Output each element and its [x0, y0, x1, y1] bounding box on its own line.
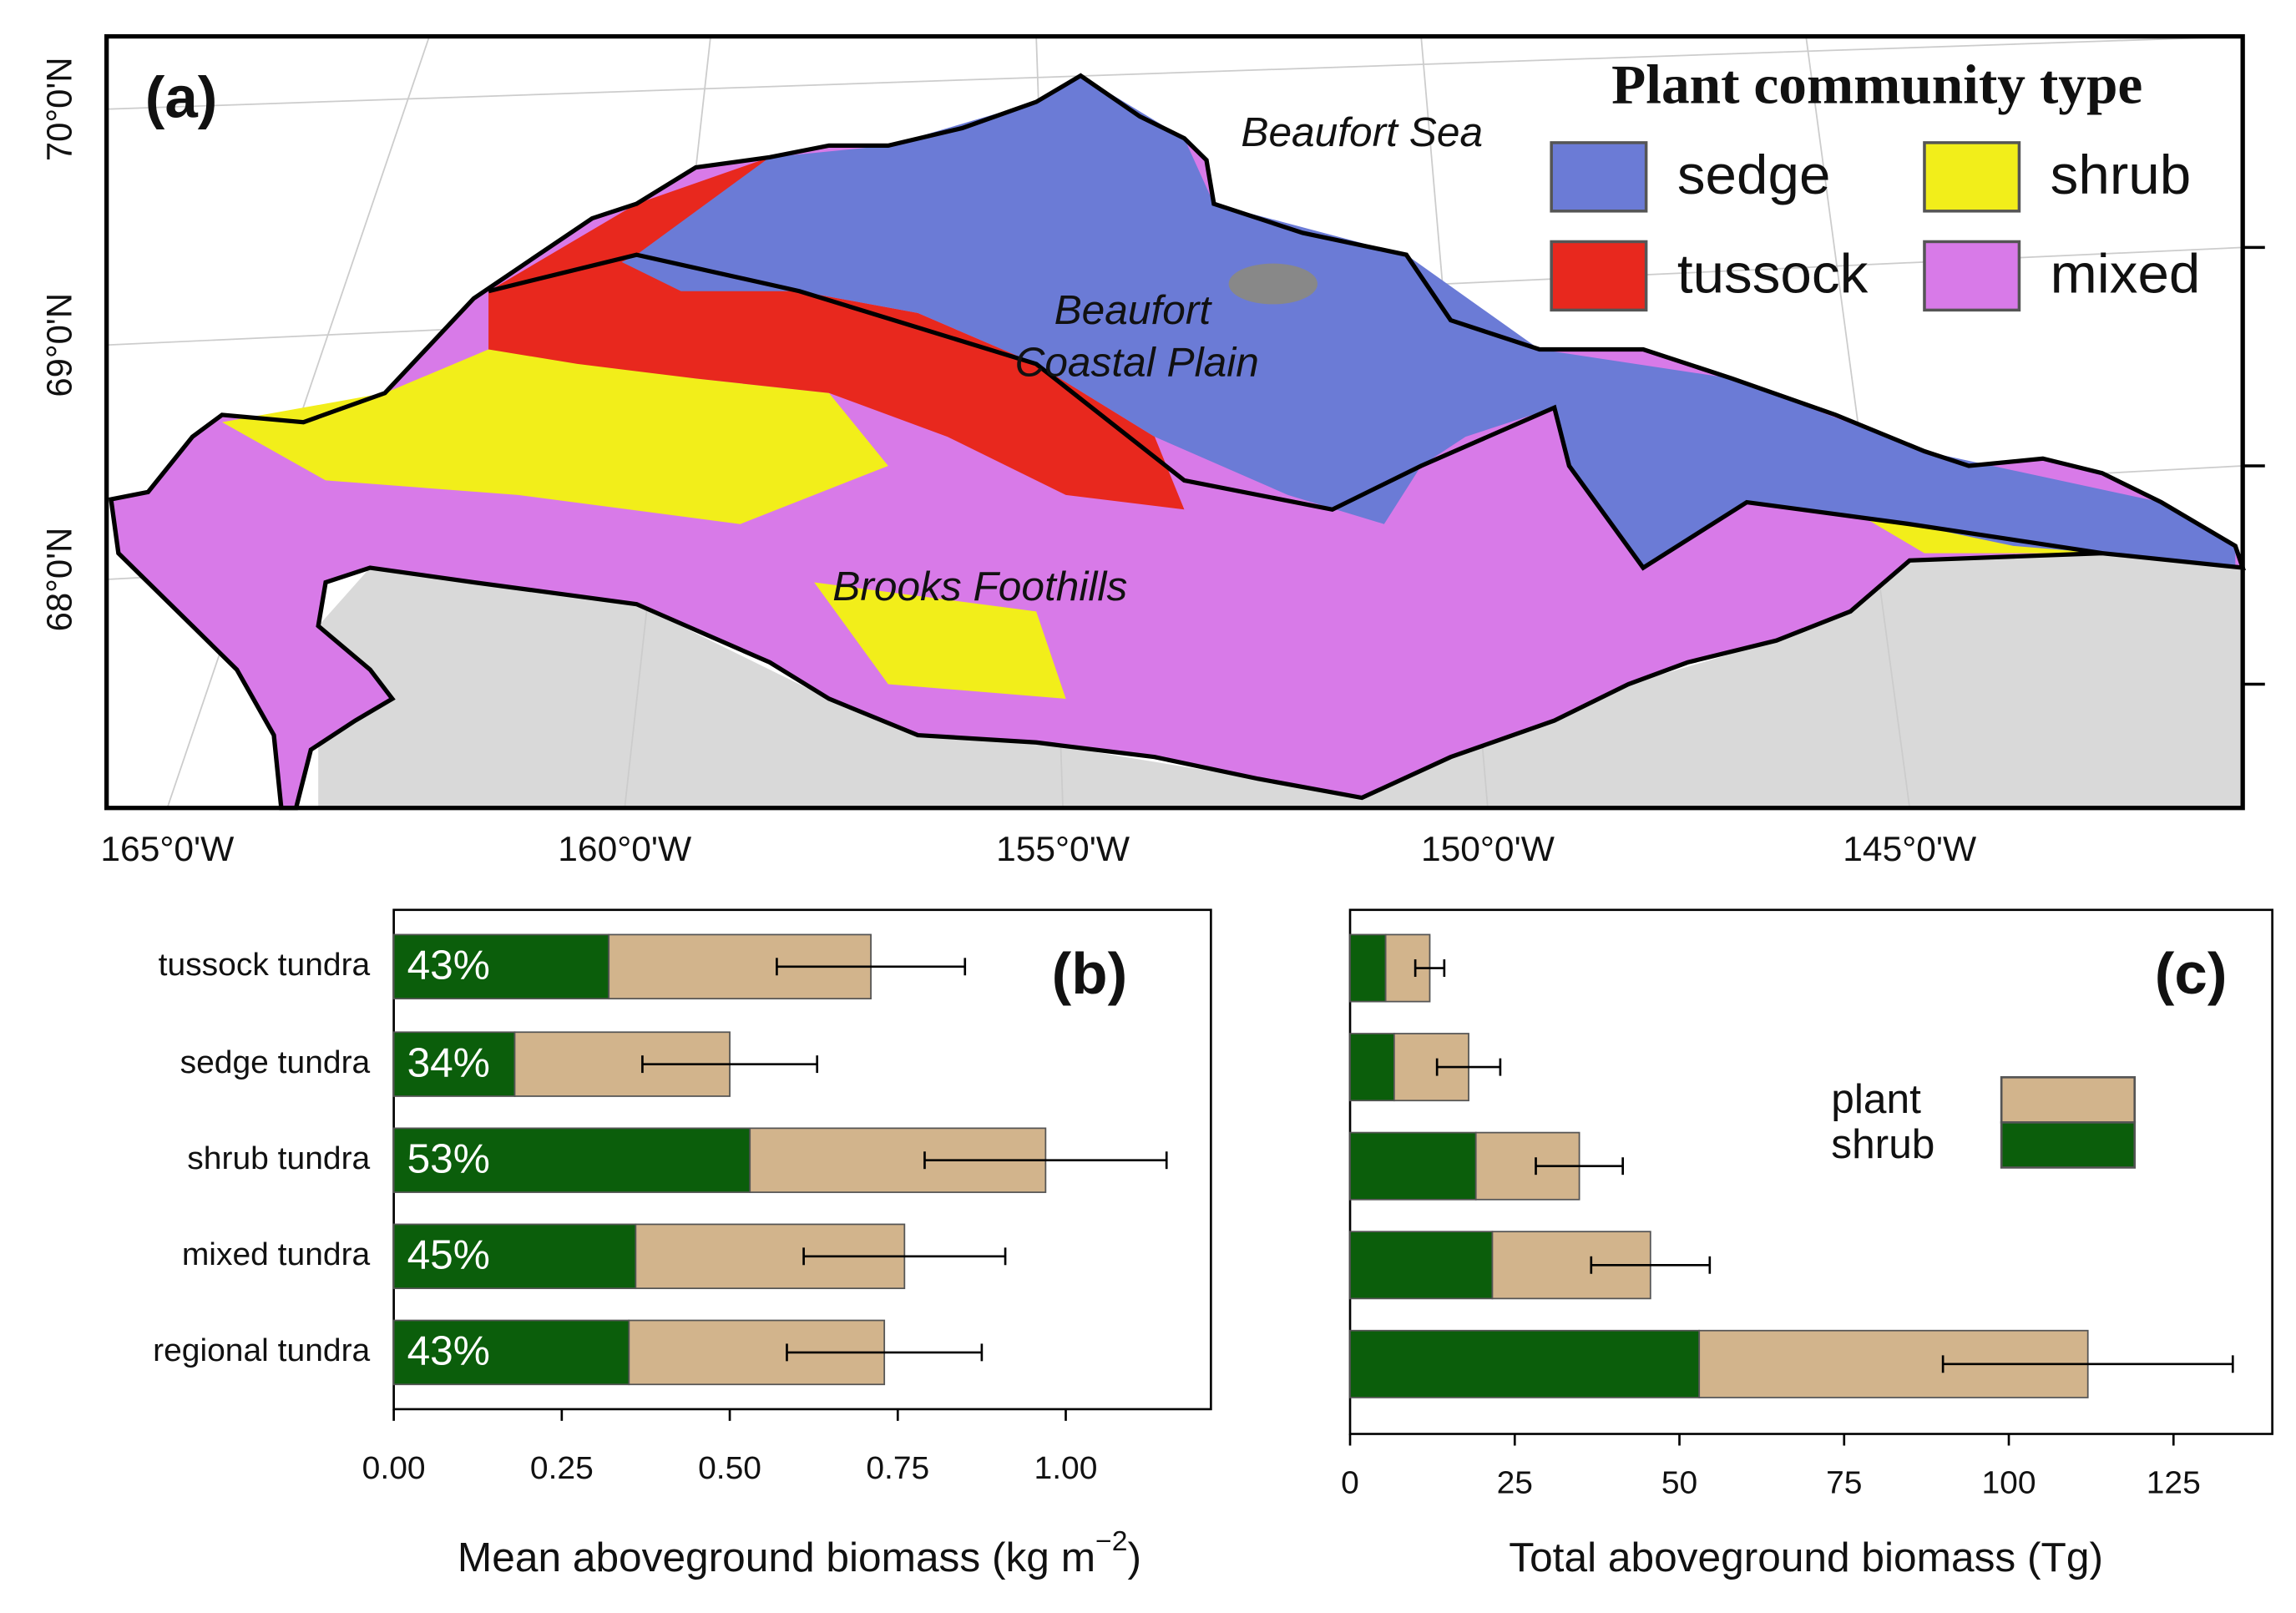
share-label: 53%: [407, 1136, 490, 1182]
legend-label: sedge: [1677, 144, 1831, 205]
legend-swatch: [1923, 240, 2021, 312]
category-label: sedge tundra: [180, 1044, 371, 1080]
region-boundary: [488, 252, 2103, 571]
bar-segment: [1384, 933, 1431, 1003]
sedge-area: [621, 75, 2236, 569]
share-label: 43%: [407, 1328, 490, 1374]
category-label: shrub tundra: [187, 1140, 370, 1176]
legend-swatch: [1550, 141, 1648, 213]
error-bar: [786, 1343, 984, 1362]
x-axis-label-text: Total aboveground biomass (Tg): [1509, 1535, 2103, 1580]
lat-label: 68°0'N: [39, 528, 78, 632]
graticule: [106, 35, 2243, 110]
error-bar: [1435, 1058, 1502, 1076]
x-axis-label: Total aboveground biomass (Tg): [1509, 1535, 2103, 1580]
error-bar: [802, 1247, 1007, 1266]
x-tick-label: 0.50: [698, 1451, 761, 1487]
place-label: Coastal Plain: [1014, 340, 1258, 386]
panel-label: (c): [2155, 941, 2228, 1006]
share-label: 34%: [407, 1040, 490, 1086]
category-label: tussock tundra: [159, 947, 371, 983]
lon-label: 160°0'W: [558, 829, 691, 868]
lon-label: 145°0'W: [1843, 829, 1976, 868]
bar-segment: [1349, 933, 1387, 1003]
error-bar: [1590, 1256, 1712, 1274]
legend-swatch: [2000, 1076, 2137, 1124]
legend-title: Plant community type: [1611, 54, 2142, 115]
x-tick-label: 0: [1341, 1465, 1359, 1501]
x-tick-label: 50: [1661, 1465, 1697, 1501]
x-axis-label-superscript: −2: [1095, 1526, 1127, 1557]
lake-area: [1228, 263, 1318, 305]
lon-label: 155°0'W: [996, 829, 1130, 868]
bar-segment: [392, 1127, 751, 1193]
bar-segment: [392, 933, 610, 1000]
panel-label: (a): [145, 64, 218, 129]
error-bar: [641, 1055, 819, 1074]
bar-segment: [1349, 1131, 1477, 1201]
bar-segment: [392, 1319, 630, 1386]
x-tick-label: 0.75: [866, 1451, 929, 1487]
error-bar: [1414, 959, 1446, 978]
x-tick-label: 75: [1826, 1465, 1862, 1501]
bar-segment: [1349, 1329, 1701, 1398]
legend-label: tussock: [1677, 244, 1869, 305]
category-label: regional tundra: [153, 1332, 371, 1368]
category-label: mixed tundra: [182, 1236, 371, 1272]
shrub-patch: [221, 349, 888, 524]
legend-label: plant: [1831, 1076, 1921, 1122]
legend-swatch: [2000, 1121, 2137, 1169]
legend-label: mixed: [2051, 244, 2201, 305]
legend-label: shrub: [2051, 144, 2192, 205]
x-tick-label: 0.00: [362, 1451, 426, 1487]
lon-label: 150°0'W: [1421, 829, 1555, 868]
place-label: Brooks Foothills: [832, 564, 1127, 609]
lon-label: 165°0'W: [100, 829, 234, 868]
legend-swatch: [1550, 240, 1648, 312]
legend-swatch: [1923, 141, 2021, 213]
bar-segment: [1349, 1033, 1395, 1102]
legend-label: shrub: [1831, 1121, 1934, 1167]
x-tick-label: 1.00: [1034, 1451, 1098, 1487]
x-tick-label: 100: [1981, 1465, 2036, 1501]
land-outline: [109, 73, 2246, 811]
share-label: 45%: [407, 1232, 490, 1278]
x-axis-label-text: Mean aboveground biomass (kg m: [458, 1535, 1095, 1580]
error-bar: [923, 1151, 1168, 1170]
map-outside-area: [318, 553, 2243, 808]
x-tick-label: 25: [1497, 1465, 1533, 1501]
x-axis-label: Mean aboveground biomass (kg m−2): [458, 1526, 1141, 1580]
bar-segment: [1349, 1231, 1494, 1300]
place-label: Beaufort Sea: [1241, 109, 1483, 155]
map-frame: [104, 33, 2245, 811]
lat-label: 70°0'N: [39, 57, 78, 161]
share-label: 43%: [407, 943, 490, 989]
panel-label: (b): [1052, 941, 1128, 1006]
error-bar: [1941, 1355, 2234, 1373]
shrub-patch: [814, 582, 1066, 699]
x-axis-label-suffix: ): [1127, 1535, 1141, 1580]
x-tick-label: 125: [2147, 1465, 2201, 1501]
error-bar: [776, 958, 967, 976]
error-bar: [1535, 1157, 1624, 1176]
x-tick-label: 0.25: [530, 1451, 594, 1487]
lat-label: 69°0'N: [39, 293, 78, 397]
place-label: Beaufort: [1054, 287, 1213, 333]
